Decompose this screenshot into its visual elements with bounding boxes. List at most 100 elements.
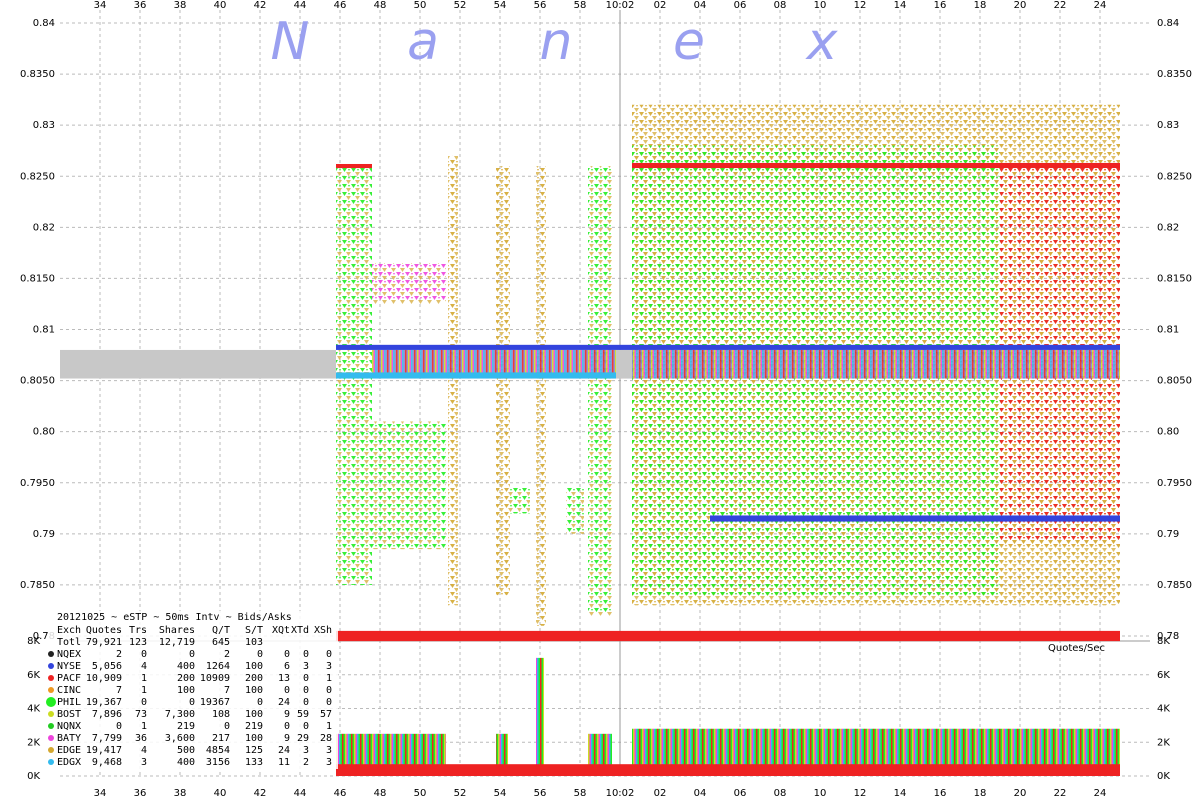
table-cell: 217 <box>212 733 230 744</box>
table-cell: 0 <box>326 649 332 660</box>
table-cell: 5,056 <box>92 661 122 672</box>
table-cell: NYSE <box>57 661 81 672</box>
table-cell: 59 <box>297 709 309 720</box>
y-tick-label-right: 0.8050 <box>1157 376 1192 387</box>
x-tick-label-top: 54 <box>494 0 507 11</box>
table-cell: 125 <box>245 745 263 756</box>
table-cell: 3156 <box>206 757 230 768</box>
quote-rate <box>536 657 544 776</box>
table-bg <box>48 611 338 769</box>
y-tick-label-right: 0.84 <box>1157 18 1179 29</box>
table-cell: 19,367 <box>86 697 122 708</box>
x-tick-label: 20 <box>1014 788 1027 799</box>
table-cell: 2 <box>303 757 309 768</box>
x-tick-label-top: 14 <box>894 0 907 11</box>
table-cell: 4854 <box>206 745 230 756</box>
watermark: a <box>407 12 439 72</box>
exchange-marker <box>48 759 54 765</box>
y-tick-label-right: 0.8250 <box>1157 171 1192 182</box>
x-tick-label-top: 46 <box>334 0 347 11</box>
table-cell: 100 <box>177 685 195 696</box>
table-cell: BOST <box>57 709 81 720</box>
quote-band <box>632 162 1120 169</box>
x-tick-label: 12 <box>854 788 867 799</box>
quote-band <box>336 344 1120 350</box>
table-cell: 10909 <box>200 673 230 684</box>
table-header: XSh <box>314 625 332 636</box>
volume-tick-label-right: 2K <box>1157 737 1170 748</box>
table-cell: 6 <box>284 661 290 672</box>
table-cell: 7,799 <box>92 733 122 744</box>
volume-tick-label: 8K <box>27 636 40 647</box>
table-cell: 400 <box>177 757 195 768</box>
table-cell: 1 <box>141 685 147 696</box>
y-tick-label-right: 0.8150 <box>1157 273 1192 284</box>
table-cell: 19,417 <box>86 745 122 756</box>
y-tick-label-right: 0.79 <box>1157 529 1179 540</box>
table-cell: 28 <box>320 733 332 744</box>
exchange-marker <box>46 697 56 707</box>
x-tick-label: 40 <box>214 788 227 799</box>
x-tick-label-top: 12 <box>854 0 867 11</box>
table-cell: 73 <box>135 709 147 720</box>
y-tick-label-right: 0.83 <box>1157 120 1179 131</box>
table-cell: 0 <box>284 685 290 696</box>
quote-cloud <box>566 487 584 534</box>
x-tick-label: 06 <box>734 788 747 799</box>
x-tick-label-top: 50 <box>414 0 427 11</box>
quote-band <box>336 163 372 169</box>
table-cell: 1 <box>326 721 332 732</box>
table-cell: 0 <box>326 697 332 708</box>
x-tick-label: 46 <box>334 788 347 799</box>
volume-tick-label: 2K <box>27 737 40 748</box>
y-tick-label-right: 0.82 <box>1157 222 1179 233</box>
exchange-marker <box>48 735 54 741</box>
x-tick-label: 10 <box>814 788 827 799</box>
table-cell: 0 <box>224 721 230 732</box>
y-tick-label: 0.8250 <box>20 171 55 182</box>
table-cell: 57 <box>320 709 332 720</box>
table-cell: CINC <box>57 685 81 696</box>
quote-band <box>336 630 1120 642</box>
table-cell: 3 <box>326 745 332 756</box>
quote-band <box>710 515 1120 522</box>
volume-tick-label-right: 6K <box>1157 670 1170 681</box>
table-cell: PACF <box>57 673 81 684</box>
y-tick-label-right: 0.80 <box>1157 427 1179 438</box>
table-cell: 500 <box>177 745 195 756</box>
table-cell: 1 <box>141 721 147 732</box>
x-tick-label-top: 08 <box>774 0 787 11</box>
quote-band <box>60 349 336 379</box>
y-tick-label: 0.7850 <box>20 580 55 591</box>
x-tick-label: 36 <box>134 788 147 799</box>
table-header: S/T <box>245 625 263 636</box>
table-cell: 0 <box>303 673 309 684</box>
table-header: Quotes <box>86 625 122 636</box>
y-tick-label: 0.84 <box>33 18 55 29</box>
quote-cloud <box>510 487 530 514</box>
table-cell: 100 <box>245 709 263 720</box>
table-cell: EDGE <box>57 745 81 756</box>
table-cell: 29 <box>297 733 309 744</box>
table-cell: 24 <box>278 697 290 708</box>
table-header: XQt <box>272 625 290 636</box>
x-tick-label-top: 36 <box>134 0 147 11</box>
table-cell: 1264 <box>206 661 230 672</box>
x-tick-label-top: 48 <box>374 0 387 11</box>
table-cell: 3 <box>303 661 309 672</box>
volume-label: Quotes/Sec <box>1048 643 1105 654</box>
x-tick-label: 42 <box>254 788 267 799</box>
quote-cloud <box>372 421 446 550</box>
table-cell: 0 <box>284 721 290 732</box>
table-cell: 2 <box>224 649 230 660</box>
table-cell: 11 <box>278 757 290 768</box>
y-tick-label: 0.79 <box>33 529 55 540</box>
table-cell: NQEX <box>57 649 81 660</box>
volume-tick-label-right: 0K <box>1157 771 1170 782</box>
volume-tick-label: 0K <box>27 771 40 782</box>
watermark: N <box>271 12 310 72</box>
volume-tick-label: 4K <box>27 704 40 715</box>
table-cell: 0 <box>257 697 263 708</box>
x-tick-label: 34 <box>94 788 107 799</box>
